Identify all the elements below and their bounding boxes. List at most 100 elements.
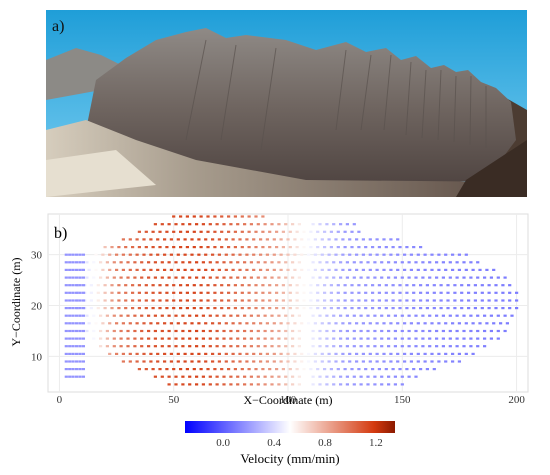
data-point — [236, 337, 240, 340]
data-point — [414, 329, 418, 333]
data-point — [309, 299, 313, 302]
data-point — [112, 276, 116, 279]
data-point — [197, 238, 201, 241]
data-point — [327, 253, 331, 256]
data-point — [494, 307, 498, 310]
data-point — [240, 368, 244, 371]
data-point — [92, 314, 96, 317]
data-point — [124, 246, 128, 249]
x-tick-label: 0 — [57, 394, 63, 406]
data-point — [75, 291, 79, 294]
data-point — [304, 276, 308, 279]
data-point — [403, 253, 407, 256]
data-point — [231, 352, 235, 355]
data-point — [238, 238, 242, 241]
data-point — [165, 284, 169, 287]
data-point — [311, 337, 315, 340]
data-point — [375, 352, 379, 355]
data-point — [81, 307, 85, 310]
data-point — [133, 345, 137, 348]
data-point — [176, 352, 180, 355]
data-point — [332, 375, 336, 378]
data-point — [275, 299, 279, 302]
data-point — [389, 238, 393, 241]
data-point — [185, 215, 189, 218]
slope-photo — [46, 10, 527, 197]
data-point — [355, 360, 359, 363]
data-point — [243, 329, 247, 333]
data-point — [400, 261, 404, 264]
data-point — [291, 383, 295, 386]
data-point — [380, 337, 384, 340]
data-point — [119, 329, 123, 333]
data-point — [85, 276, 89, 279]
data-point — [192, 246, 196, 249]
data-point — [284, 337, 288, 340]
data-point — [126, 329, 130, 333]
data-point — [412, 368, 416, 371]
data-point — [297, 329, 301, 333]
data-point — [409, 322, 413, 325]
data-point — [156, 253, 160, 256]
data-point — [167, 383, 171, 386]
data-point — [128, 253, 132, 256]
data-point — [110, 307, 114, 310]
data-point — [78, 368, 82, 371]
data-point — [222, 337, 226, 340]
data-point — [419, 368, 423, 371]
data-point — [313, 360, 317, 363]
data-point — [325, 276, 329, 279]
data-point — [421, 314, 425, 317]
data-point — [156, 360, 160, 363]
data-point — [167, 329, 171, 333]
data-point — [455, 345, 459, 348]
data-point — [172, 307, 176, 310]
data-point — [382, 352, 386, 355]
data-point — [188, 345, 192, 348]
data-point — [243, 375, 247, 378]
data-point — [249, 223, 253, 226]
data-point — [81, 360, 85, 363]
data-point — [153, 345, 157, 348]
data-point — [391, 284, 395, 287]
data-point — [510, 314, 514, 317]
data-point — [441, 314, 445, 317]
data-point — [81, 253, 85, 256]
data-point — [384, 246, 388, 249]
data-point — [380, 276, 384, 279]
data-point — [140, 314, 144, 317]
data-point — [229, 261, 233, 264]
data-point — [121, 268, 125, 271]
data-point — [400, 345, 404, 348]
data-point — [222, 314, 226, 317]
data-point — [380, 314, 384, 317]
data-point — [352, 337, 356, 340]
data-point — [373, 337, 377, 340]
data-point — [281, 307, 285, 310]
data-point — [68, 291, 72, 294]
data-point — [149, 268, 153, 271]
data-point — [377, 299, 381, 302]
data-point — [135, 238, 139, 241]
data-point — [437, 253, 441, 256]
data-point — [252, 253, 256, 256]
x-tick-label: 100 — [280, 394, 297, 406]
data-point — [160, 345, 164, 348]
data-point — [188, 314, 192, 317]
data-point — [64, 261, 68, 264]
data-point — [393, 261, 397, 264]
data-point — [112, 261, 116, 264]
data-point — [343, 299, 347, 302]
data-point — [425, 307, 429, 310]
data-point — [398, 284, 402, 287]
data-point — [147, 314, 151, 317]
data-point — [332, 337, 336, 340]
data-point — [503, 314, 507, 317]
data-point — [320, 322, 324, 325]
data-point — [229, 375, 233, 378]
data-point — [259, 238, 263, 241]
data-point — [275, 368, 279, 371]
data-point — [190, 352, 194, 355]
data-point — [309, 291, 313, 294]
data-point — [343, 368, 347, 371]
